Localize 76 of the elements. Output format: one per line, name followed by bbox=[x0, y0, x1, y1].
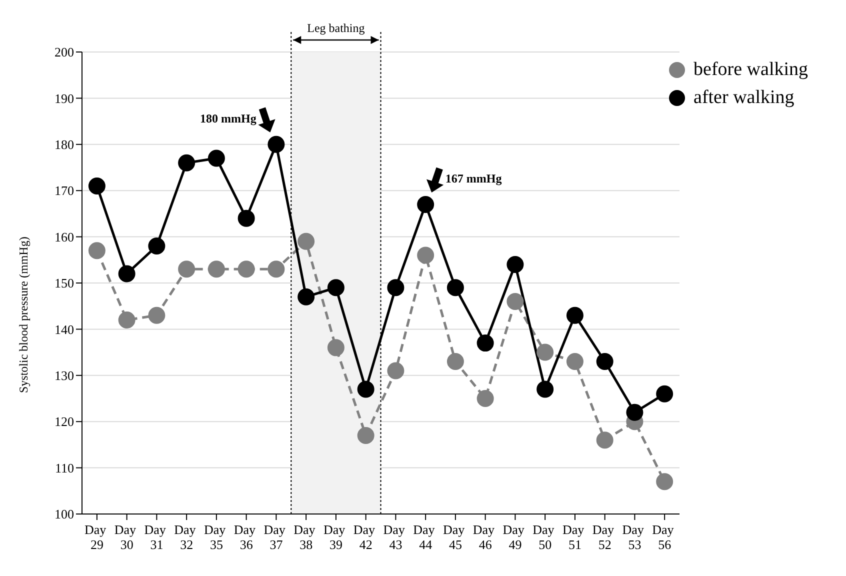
point bbox=[506, 256, 524, 274]
point bbox=[298, 232, 315, 250]
point bbox=[476, 334, 494, 352]
x-tick-label: Day 50 bbox=[532, 522, 558, 552]
point bbox=[327, 339, 344, 356]
point bbox=[417, 246, 434, 264]
point bbox=[476, 390, 494, 407]
point bbox=[566, 306, 584, 324]
point bbox=[118, 265, 136, 282]
x-tick-label: Day 44 bbox=[413, 522, 438, 552]
point bbox=[446, 353, 464, 370]
point bbox=[118, 311, 136, 328]
point bbox=[536, 380, 554, 398]
annotation: 180 mmHg bbox=[200, 111, 256, 126]
y-tick-label: 190 bbox=[54, 90, 74, 106]
point bbox=[506, 292, 524, 310]
y-tick-label: 200 bbox=[54, 44, 74, 60]
y-tick-label: 180 bbox=[54, 137, 74, 152]
y-tick-label: 170 bbox=[54, 183, 74, 198]
x-tick-label: Day 39 bbox=[323, 522, 348, 552]
y-tick-label: 130 bbox=[54, 368, 74, 384]
point bbox=[208, 260, 225, 278]
point bbox=[298, 288, 315, 306]
x-tick-label: Day 31 bbox=[144, 522, 170, 552]
point bbox=[268, 260, 285, 278]
annotation: 167 mmHg bbox=[445, 171, 502, 186]
point bbox=[148, 306, 166, 324]
point bbox=[178, 260, 196, 278]
x-tick-label: Day 32 bbox=[174, 522, 200, 552]
point bbox=[536, 344, 554, 361]
x-tick-label: Day 36 bbox=[234, 522, 259, 552]
y-tick-label: 100 bbox=[54, 506, 74, 522]
point bbox=[387, 362, 404, 380]
point bbox=[446, 279, 464, 296]
point bbox=[178, 154, 196, 172]
point bbox=[148, 238, 166, 255]
point bbox=[656, 385, 674, 402]
point bbox=[238, 210, 255, 227]
point bbox=[417, 196, 434, 213]
x-tick-label: Day 43 bbox=[383, 522, 408, 552]
y-tick-label: 120 bbox=[54, 414, 74, 430]
x-tick-label: Day 49 bbox=[502, 522, 528, 552]
point bbox=[88, 242, 106, 260]
point bbox=[387, 279, 404, 296]
x-tick-label: Day 38 bbox=[294, 522, 319, 552]
x-tick-label: Day 52 bbox=[592, 522, 618, 552]
x-tick-label: Day 29 bbox=[84, 522, 110, 552]
x-tick-label: Day 30 bbox=[114, 522, 140, 552]
legend-label: after walking bbox=[694, 86, 794, 110]
y-axis-title: Systolic blood pressure (mmHg) bbox=[16, 236, 30, 393]
x-tick-label: Day 51 bbox=[562, 522, 588, 552]
x-tick-label: Day 37 bbox=[264, 522, 289, 552]
y-tick-label: 160 bbox=[54, 229, 74, 244]
band-label: Leg bathing bbox=[307, 21, 365, 35]
point bbox=[88, 177, 106, 194]
y-tick-label: 110 bbox=[54, 460, 74, 476]
x-tick-label: Day 56 bbox=[652, 522, 678, 552]
point bbox=[208, 150, 225, 167]
x-tick-label: Day 53 bbox=[622, 522, 648, 552]
point bbox=[238, 260, 255, 278]
y-tick-label: 140 bbox=[54, 322, 74, 337]
x-tick-label: Day 42 bbox=[353, 522, 378, 552]
x-tick-label: Day 45 bbox=[442, 522, 468, 552]
point bbox=[656, 473, 674, 490]
x-tick-label: Day 35 bbox=[204, 522, 229, 552]
point bbox=[268, 136, 285, 153]
point bbox=[596, 432, 614, 449]
point bbox=[357, 380, 374, 398]
point bbox=[566, 353, 584, 370]
point bbox=[357, 426, 374, 444]
point bbox=[596, 353, 614, 370]
point bbox=[327, 279, 344, 296]
point bbox=[626, 404, 644, 421]
legend-label: before walking bbox=[694, 58, 808, 82]
y-tick-label: 150 bbox=[54, 276, 74, 291]
x-tick-label: Day 46 bbox=[472, 522, 498, 552]
